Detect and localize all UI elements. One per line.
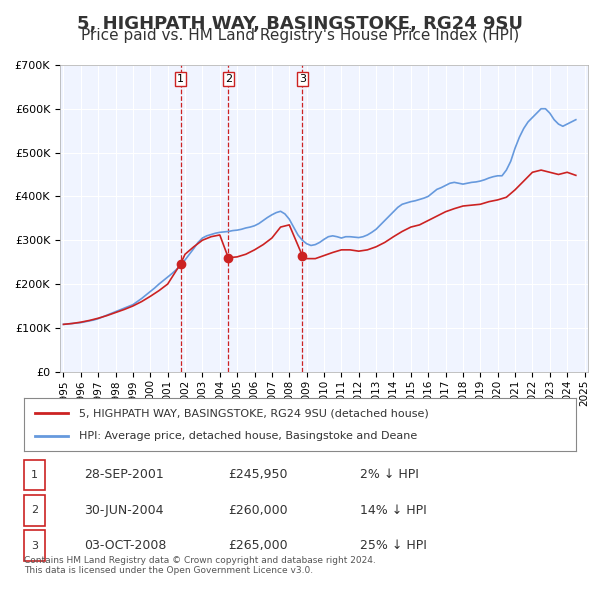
Text: 03-OCT-2008: 03-OCT-2008	[84, 539, 166, 552]
Text: 1: 1	[31, 470, 38, 480]
Text: 5, HIGHPATH WAY, BASINGSTOKE, RG24 9SU (detached house): 5, HIGHPATH WAY, BASINGSTOKE, RG24 9SU (…	[79, 408, 429, 418]
Text: 5, HIGHPATH WAY, BASINGSTOKE, RG24 9SU: 5, HIGHPATH WAY, BASINGSTOKE, RG24 9SU	[77, 15, 523, 33]
Text: HPI: Average price, detached house, Basingstoke and Deane: HPI: Average price, detached house, Basi…	[79, 431, 418, 441]
Text: 28-SEP-2001: 28-SEP-2001	[84, 468, 164, 481]
Text: £245,950: £245,950	[228, 468, 287, 481]
Text: Price paid vs. HM Land Registry's House Price Index (HPI): Price paid vs. HM Land Registry's House …	[81, 28, 519, 43]
Text: 25% ↓ HPI: 25% ↓ HPI	[360, 539, 427, 552]
Text: 14% ↓ HPI: 14% ↓ HPI	[360, 504, 427, 517]
Text: £265,000: £265,000	[228, 539, 287, 552]
Text: 1: 1	[177, 74, 184, 84]
Text: 2: 2	[31, 506, 38, 515]
Text: £260,000: £260,000	[228, 504, 287, 517]
Text: 30-JUN-2004: 30-JUN-2004	[84, 504, 163, 517]
Text: 3: 3	[31, 541, 38, 550]
Text: 2% ↓ HPI: 2% ↓ HPI	[360, 468, 419, 481]
Text: 2: 2	[225, 74, 232, 84]
Text: Contains HM Land Registry data © Crown copyright and database right 2024.
This d: Contains HM Land Registry data © Crown c…	[24, 556, 376, 575]
Text: 3: 3	[299, 74, 306, 84]
